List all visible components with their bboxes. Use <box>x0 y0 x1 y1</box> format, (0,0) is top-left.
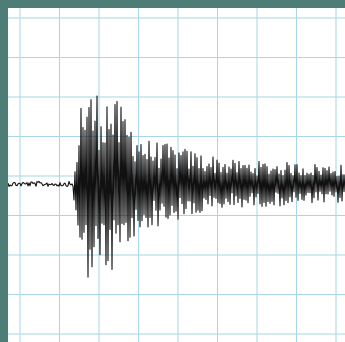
seismogram-svg <box>8 8 345 342</box>
seismogram-paper <box>8 8 345 342</box>
seismogram-trace <box>8 95 345 278</box>
